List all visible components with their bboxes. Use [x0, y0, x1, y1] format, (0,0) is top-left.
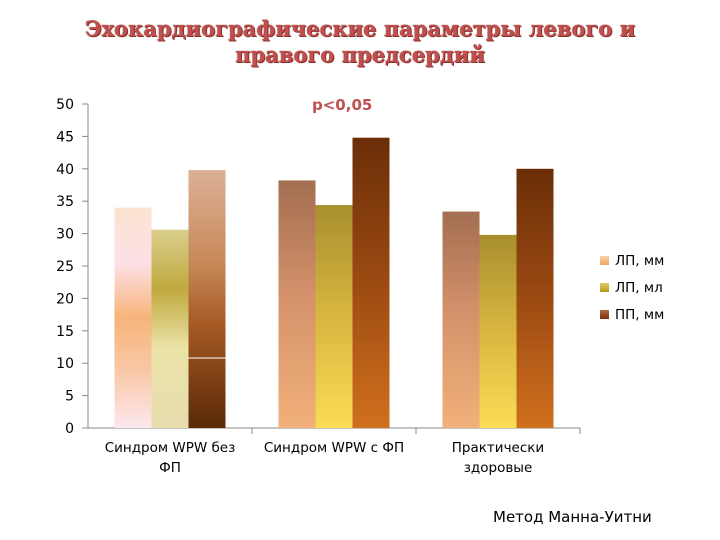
legend-label: ЛП, мм — [615, 253, 664, 269]
x-category-label: здоровые — [464, 460, 533, 476]
bar-pp-mm — [188, 170, 226, 428]
legend-swatch — [600, 283, 609, 292]
bar-pp-mm — [516, 168, 554, 429]
y-tick-label: 40 — [56, 162, 74, 178]
legend-label: ПП, мм — [615, 307, 664, 323]
x-category-label: Практически — [452, 440, 544, 456]
x-category-label: Синдром WPW без — [105, 440, 236, 456]
legend-label: ЛП, мл — [615, 280, 663, 296]
x-category-label: ФП — [159, 460, 181, 476]
y-tick-label: 0 — [65, 421, 74, 437]
bar-lp-ml — [151, 229, 189, 428]
y-tick-label: 45 — [56, 129, 74, 145]
y-tick-label: 15 — [56, 324, 74, 340]
bar-pp-mm — [352, 137, 390, 429]
x-category-label: Синдром WPW с ФП — [264, 440, 404, 456]
bar-lp-ml — [315, 205, 353, 428]
legend-swatch — [600, 256, 609, 265]
method-note: Метод Манна-Уитни — [493, 508, 652, 526]
bar-lp-mm — [114, 207, 152, 428]
y-tick-label: 10 — [56, 356, 74, 372]
y-tick-label: 25 — [56, 259, 74, 275]
y-tick-label: 30 — [56, 227, 74, 243]
bar-lp-ml — [479, 234, 517, 428]
legend-swatch — [600, 310, 609, 319]
bar-lp-mm — [442, 211, 480, 428]
bar-lp-mm — [278, 180, 316, 428]
y-tick-label: 35 — [56, 194, 74, 210]
significance-annotation: р<0,05 — [312, 96, 373, 114]
y-tick-label: 50 — [56, 97, 74, 113]
y-tick-label: 5 — [65, 389, 74, 405]
chart-title: Эхокардиографические параметры левого и … — [84, 16, 636, 67]
y-tick-label: 20 — [56, 291, 74, 307]
